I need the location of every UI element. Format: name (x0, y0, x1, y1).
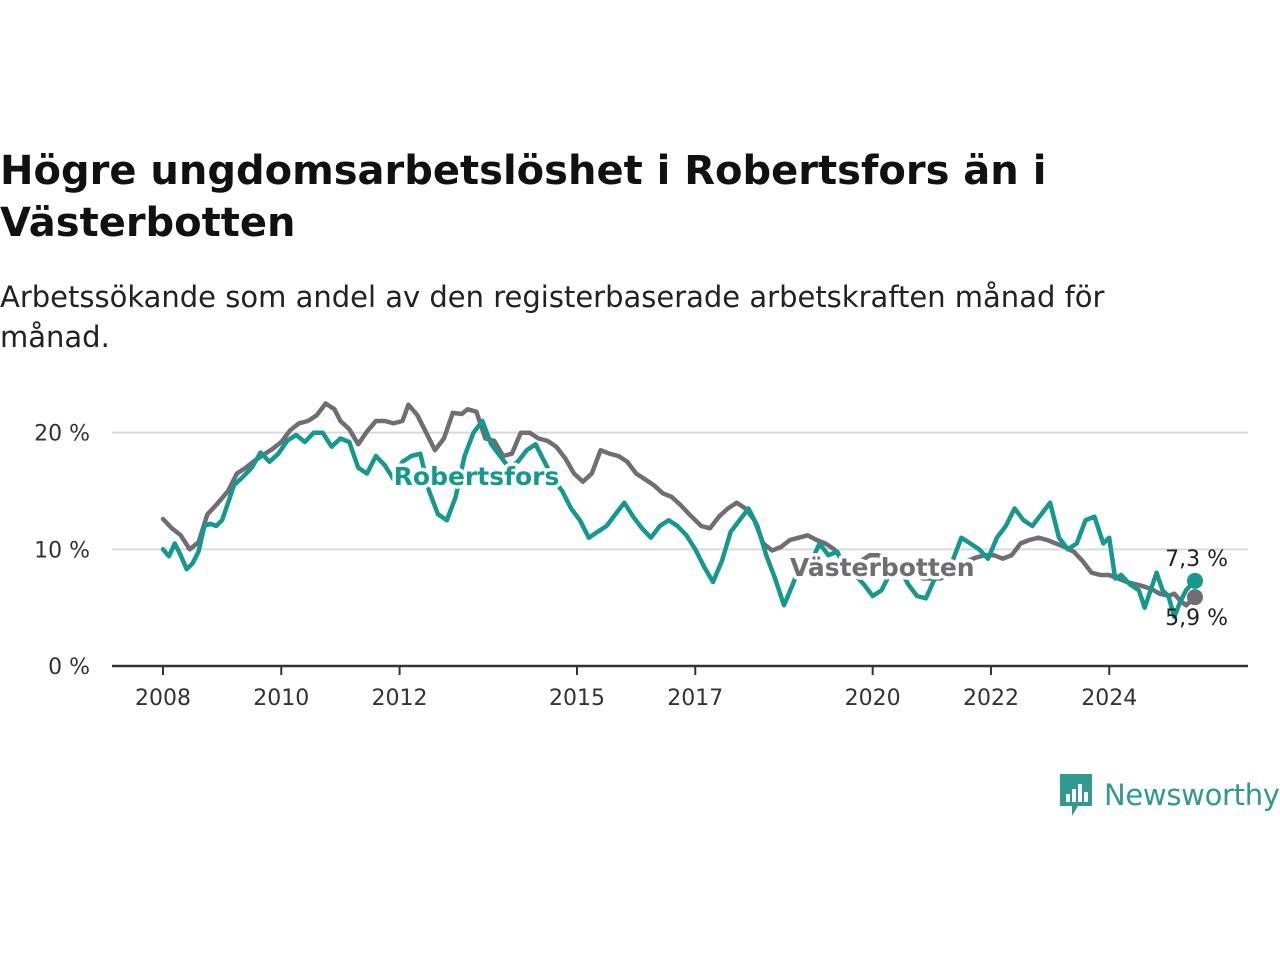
axes: 0 % 10 % 20 % 2008 2010 2012 2015 2017 2020 2022 2… (34, 422, 1248, 711)
series-label-robertsfors: Robertsfors (394, 462, 560, 491)
series-line-vsterbotten (160, 401, 1198, 608)
x-tick-label: 2012 (372, 686, 428, 711)
end-value-label: 5,9 % (1165, 606, 1228, 631)
end-marker-robertsfors (1187, 572, 1203, 589)
newsworthy-logo[interactable]: Newsworthy (1058, 772, 1280, 818)
x-tick-label: 2022 (963, 686, 1019, 711)
end-marker-vsterbotten (1187, 589, 1203, 606)
brand-name: Newsworthy (1104, 778, 1280, 812)
y-tick-label: 20 % (34, 422, 90, 447)
x-tick-label: 2010 (253, 686, 309, 711)
chart-subtitle: Arbetssökande som andel av den registerb… (0, 280, 1105, 354)
newsworthy-logo-icon (1060, 774, 1092, 816)
gridlines (112, 431, 1248, 551)
series-label-halo: Robertsfors (394, 462, 560, 491)
y-tick-label: 10 % (34, 538, 90, 563)
series-line-robertsfors (160, 418, 1198, 620)
x-tick-label: 2020 (845, 686, 901, 711)
x-tick-label: 2015 (549, 686, 605, 711)
series-lines (160, 401, 1203, 620)
chart-title: Högre ungdomsarbetslöshet i Robertsfors … (0, 148, 1047, 246)
x-tick-label: 2017 (667, 686, 723, 711)
labels: 5,9 %7,3 %RobertsforsRobertsforsVästerbo… (390, 459, 1228, 632)
line-chart: 0 % 10 % 20 % 2008 2010 2012 2015 2017 2020 2022 2… (34, 401, 1248, 711)
y-tick-label: 0 % (48, 655, 90, 680)
x-tick-label: 2024 (1081, 686, 1137, 711)
x-tick-label: 2008 (135, 686, 191, 711)
end-value-label: 7,3 % (1165, 547, 1228, 572)
series-label-halo: Västerbotten (790, 553, 975, 582)
series-label-vsterbotten: Västerbotten (790, 553, 975, 582)
